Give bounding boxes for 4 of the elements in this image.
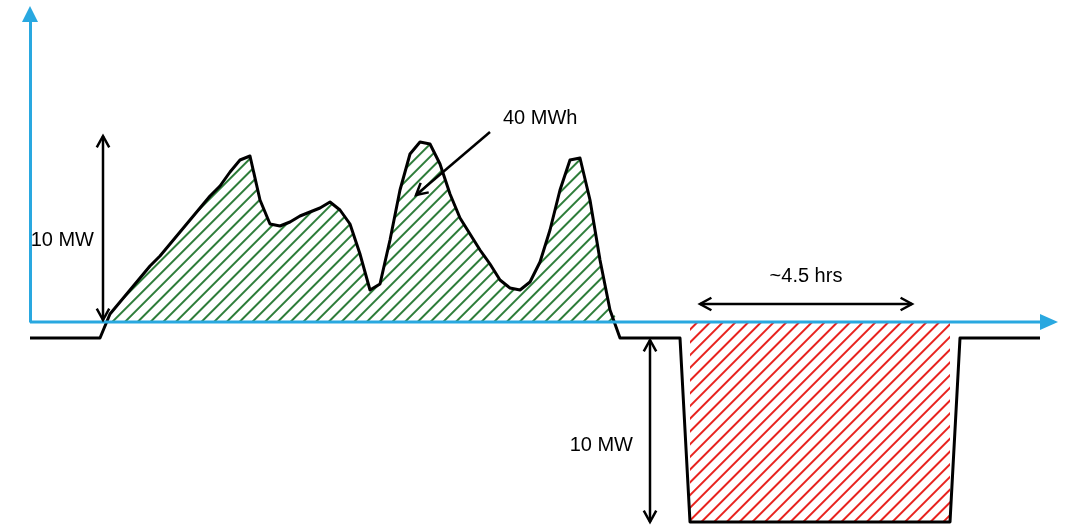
- text: 40 MWh: [503, 106, 578, 128]
- annotation: ~4.5 hrs: [769, 264, 843, 286]
- annotation: 10 MW: [30, 228, 95, 250]
- annotation: 10 MW: [569, 433, 634, 455]
